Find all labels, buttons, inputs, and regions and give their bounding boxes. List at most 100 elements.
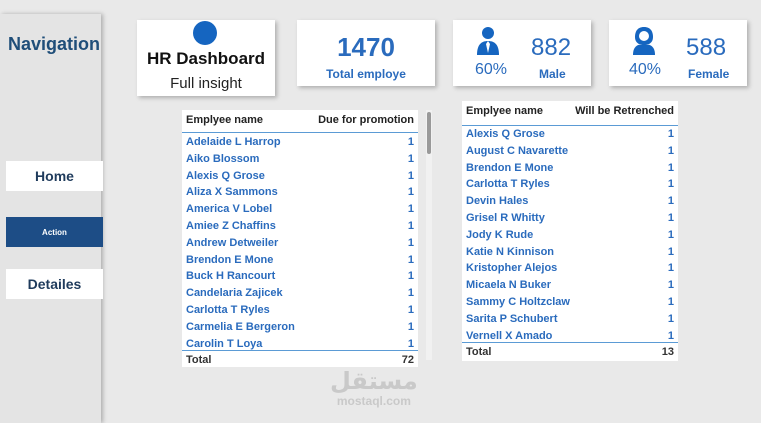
- row-value: 1: [407, 320, 414, 333]
- kpi-female-label: Female: [688, 67, 730, 81]
- sidebar-item-label: Action: [42, 227, 67, 237]
- row-value: 1: [667, 279, 674, 292]
- row-value: 1: [407, 203, 414, 216]
- row-value: 1: [667, 178, 674, 191]
- column-header-name[interactable]: Emplyee name: [186, 114, 264, 126]
- kpi-female-percent: 40%: [629, 61, 662, 78]
- row-value: 1: [407, 136, 414, 148]
- page-subtitle: Full insight: [170, 75, 242, 92]
- watermark-latin: mostaql.com: [336, 394, 411, 408]
- kpi-total-label: Total employe: [326, 67, 406, 81]
- row-value: 1: [407, 220, 414, 232]
- row-value: 1: [667, 228, 674, 241]
- table-header: Emplyee name Will be Retrenched: [462, 101, 678, 126]
- kpi-male-card: 60% 882 Male: [453, 20, 591, 86]
- row-value: 1: [407, 236, 414, 249]
- scrollbar-thumb[interactable]: [427, 112, 431, 154]
- male-user-icon: [477, 27, 499, 55]
- row-value: 1: [667, 195, 674, 208]
- table-row[interactable]: Brendon E Mone 1: [182, 252, 418, 269]
- total-value: 13: [661, 346, 674, 358]
- row-value: 1: [407, 186, 414, 199]
- row-value: 1: [407, 287, 414, 300]
- employee-name: Aliza X Sammons: [186, 186, 278, 199]
- row-value: 1: [407, 253, 414, 266]
- employee-name: Sammy C Holtzclaw: [466, 296, 570, 308]
- page-title: HR Dashboard: [146, 49, 266, 68]
- row-value: 1: [667, 296, 674, 308]
- row-value: 1: [407, 337, 414, 350]
- table-header: Emplyee name Due for promotion: [182, 110, 418, 133]
- employee-name: August C Navarette: [466, 144, 569, 157]
- total-value: 72: [401, 354, 414, 366]
- row-value: 1: [407, 304, 414, 316]
- column-header-name[interactable]: Emplyee name: [466, 105, 544, 117]
- sidebar-item-action[interactable]: Action: [6, 217, 103, 247]
- kpi-male-value: 882: [531, 34, 572, 61]
- table-row[interactable]: America V Lobel 1: [182, 201, 418, 218]
- row-value: 1: [667, 245, 674, 258]
- table-row[interactable]: Grisel R Whitty 1: [462, 210, 678, 227]
- table-row[interactable]: Aiko Blossom 1: [182, 151, 418, 168]
- table-row[interactable]: Katie N Kinnison 1: [462, 244, 678, 261]
- table-row[interactable]: Sammy C Holtzclaw 1: [462, 294, 678, 311]
- total-label: Total: [466, 346, 492, 358]
- sidebar-item-label: Detailes: [27, 276, 82, 292]
- table-row[interactable]: Carlotta T Ryles 1: [182, 302, 418, 319]
- employee-name: Candelaria Zajicek: [186, 287, 283, 300]
- row-value: 1: [667, 329, 674, 342]
- employee-name: Micaela N Buker: [466, 279, 551, 292]
- table-row[interactable]: Buck H Rancourt 1: [182, 268, 418, 285]
- employee-name: Vernell X Amado: [466, 329, 553, 342]
- employee-name: Aiko Blossom: [186, 152, 260, 165]
- table-total-row: Total 13: [462, 342, 678, 359]
- employee-name: Adelaide L Harrop: [186, 136, 281, 148]
- table-row[interactable]: Sarita P Schubert 1: [462, 311, 678, 328]
- table-row[interactable]: Adelaide L Harrop 1: [182, 134, 418, 151]
- employee-name: Jody K Rude: [466, 228, 534, 241]
- table-row[interactable]: Carlotta T Ryles 1: [462, 176, 678, 193]
- table-row[interactable]: Alexis Q Grose 1: [462, 126, 678, 143]
- table-row[interactable]: Devin Hales 1: [462, 193, 678, 210]
- watermark: مستقل mostaql.com: [330, 368, 418, 408]
- watermark-arabic: مستقل: [330, 367, 418, 395]
- table-row[interactable]: Aliza X Sammons 1: [182, 184, 418, 201]
- sidebar-item-label: Home: [35, 168, 74, 184]
- table-row[interactable]: Andrew Detweiler 1: [182, 235, 418, 252]
- table-row[interactable]: August C Navarette 1: [462, 143, 678, 160]
- table-row[interactable]: Carmelia E Bergeron 1: [182, 319, 418, 336]
- table-row[interactable]: Kristopher Alejos 1: [462, 260, 678, 277]
- column-header-promotion[interactable]: Due for promotion: [318, 114, 414, 126]
- row-value: 1: [667, 144, 674, 157]
- row-value: 1: [667, 128, 674, 140]
- sidebar-item-detailes[interactable]: Detailes: [6, 269, 103, 299]
- kpi-female-card: 40% 588 Female: [609, 20, 747, 86]
- row-value: 1: [667, 212, 674, 224]
- row-value: 1: [407, 152, 414, 165]
- employee-name: Kristopher Alejos: [466, 262, 558, 275]
- table-total-row: Total 72: [182, 350, 418, 367]
- table-row[interactable]: Micaela N Buker 1: [462, 277, 678, 294]
- retrench-table: Emplyee name Will be Retrenched Alexis Q…: [462, 101, 678, 361]
- row-value: 1: [407, 270, 414, 283]
- employee-name: Carolin T Loya: [186, 337, 263, 350]
- kpi-total-value: 1470: [337, 32, 395, 62]
- employee-name: Buck H Rancourt: [186, 270, 276, 283]
- employee-name: Brendon E Mone: [186, 253, 274, 266]
- employee-name: Devin Hales: [466, 195, 529, 208]
- sidebar-item-home[interactable]: Home: [6, 161, 103, 191]
- row-value: 1: [407, 169, 414, 182]
- employee-name: Andrew Detweiler: [186, 236, 279, 249]
- table-row[interactable]: Jody K Rude 1: [462, 227, 678, 244]
- table-row[interactable]: Amiee Z Chaffins 1: [182, 218, 418, 235]
- table-scrollbar[interactable]: [426, 110, 432, 360]
- table-row[interactable]: Brendon E Mone 1: [462, 160, 678, 177]
- table-row[interactable]: Alexis Q Grose 1: [182, 168, 418, 185]
- row-value: 1: [667, 312, 674, 325]
- table-row[interactable]: Candelaria Zajicek 1: [182, 285, 418, 302]
- column-header-retrenched[interactable]: Will be Retrenched: [575, 105, 674, 117]
- kpi-total-card: 1470 Total employe: [297, 20, 435, 86]
- employee-name: Sarita P Schubert: [466, 312, 558, 325]
- table-row[interactable]: Vernell X Amado 1: [462, 328, 678, 345]
- table-row[interactable]: Carolin T Loya 1: [182, 336, 418, 353]
